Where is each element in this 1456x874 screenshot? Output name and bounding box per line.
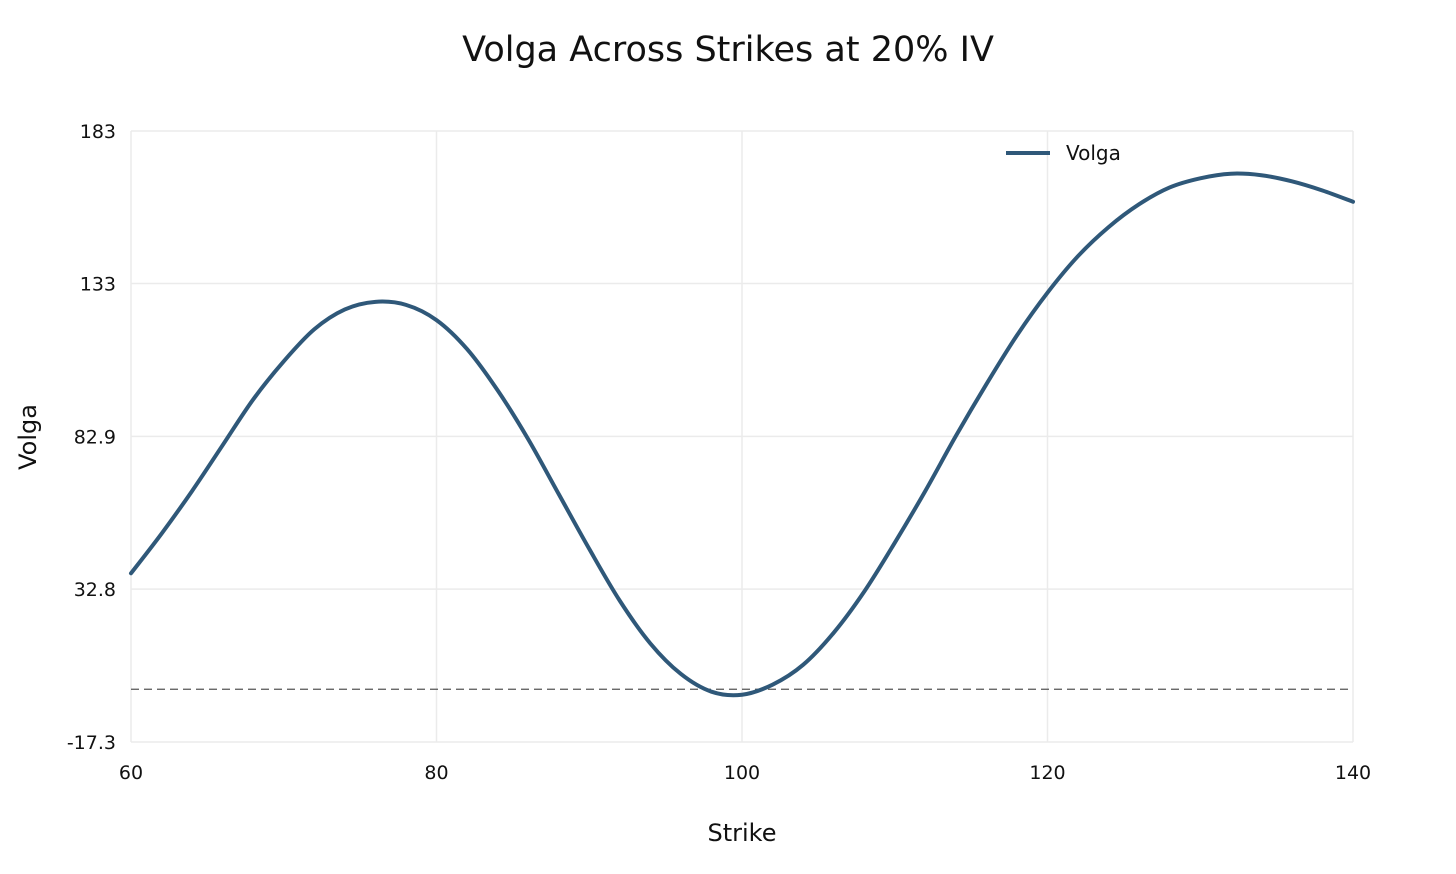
y-tick-label: 32.8 <box>74 579 116 601</box>
y-tick-label: 82.9 <box>74 426 116 448</box>
series-line-volga <box>129 171 1355 698</box>
y-tick-label: -17.3 <box>67 732 116 754</box>
series-group <box>129 171 1355 698</box>
x-axis-ticks: 60 80 100 120 140 <box>119 762 1371 784</box>
grid-lines <box>130 130 1354 743</box>
x-axis-label: Strike <box>708 819 777 847</box>
y-axis-ticks: -17.3 32.8 82.9 133 183 <box>67 121 116 754</box>
x-tick-label: 120 <box>1029 762 1065 784</box>
x-tick-label: 100 <box>724 762 760 784</box>
y-tick-label: 133 <box>80 274 116 296</box>
x-tick-label: 80 <box>424 762 448 784</box>
legend: Volga <box>1006 141 1121 165</box>
chart-title: Volga Across Strikes at 20% IV <box>462 30 994 70</box>
y-axis-label: Volga <box>14 404 42 470</box>
y-tick-label: 183 <box>80 121 116 143</box>
x-tick-label: 60 <box>119 762 143 784</box>
legend-label: Volga <box>1066 141 1121 165</box>
x-tick-label: 140 <box>1335 762 1371 784</box>
